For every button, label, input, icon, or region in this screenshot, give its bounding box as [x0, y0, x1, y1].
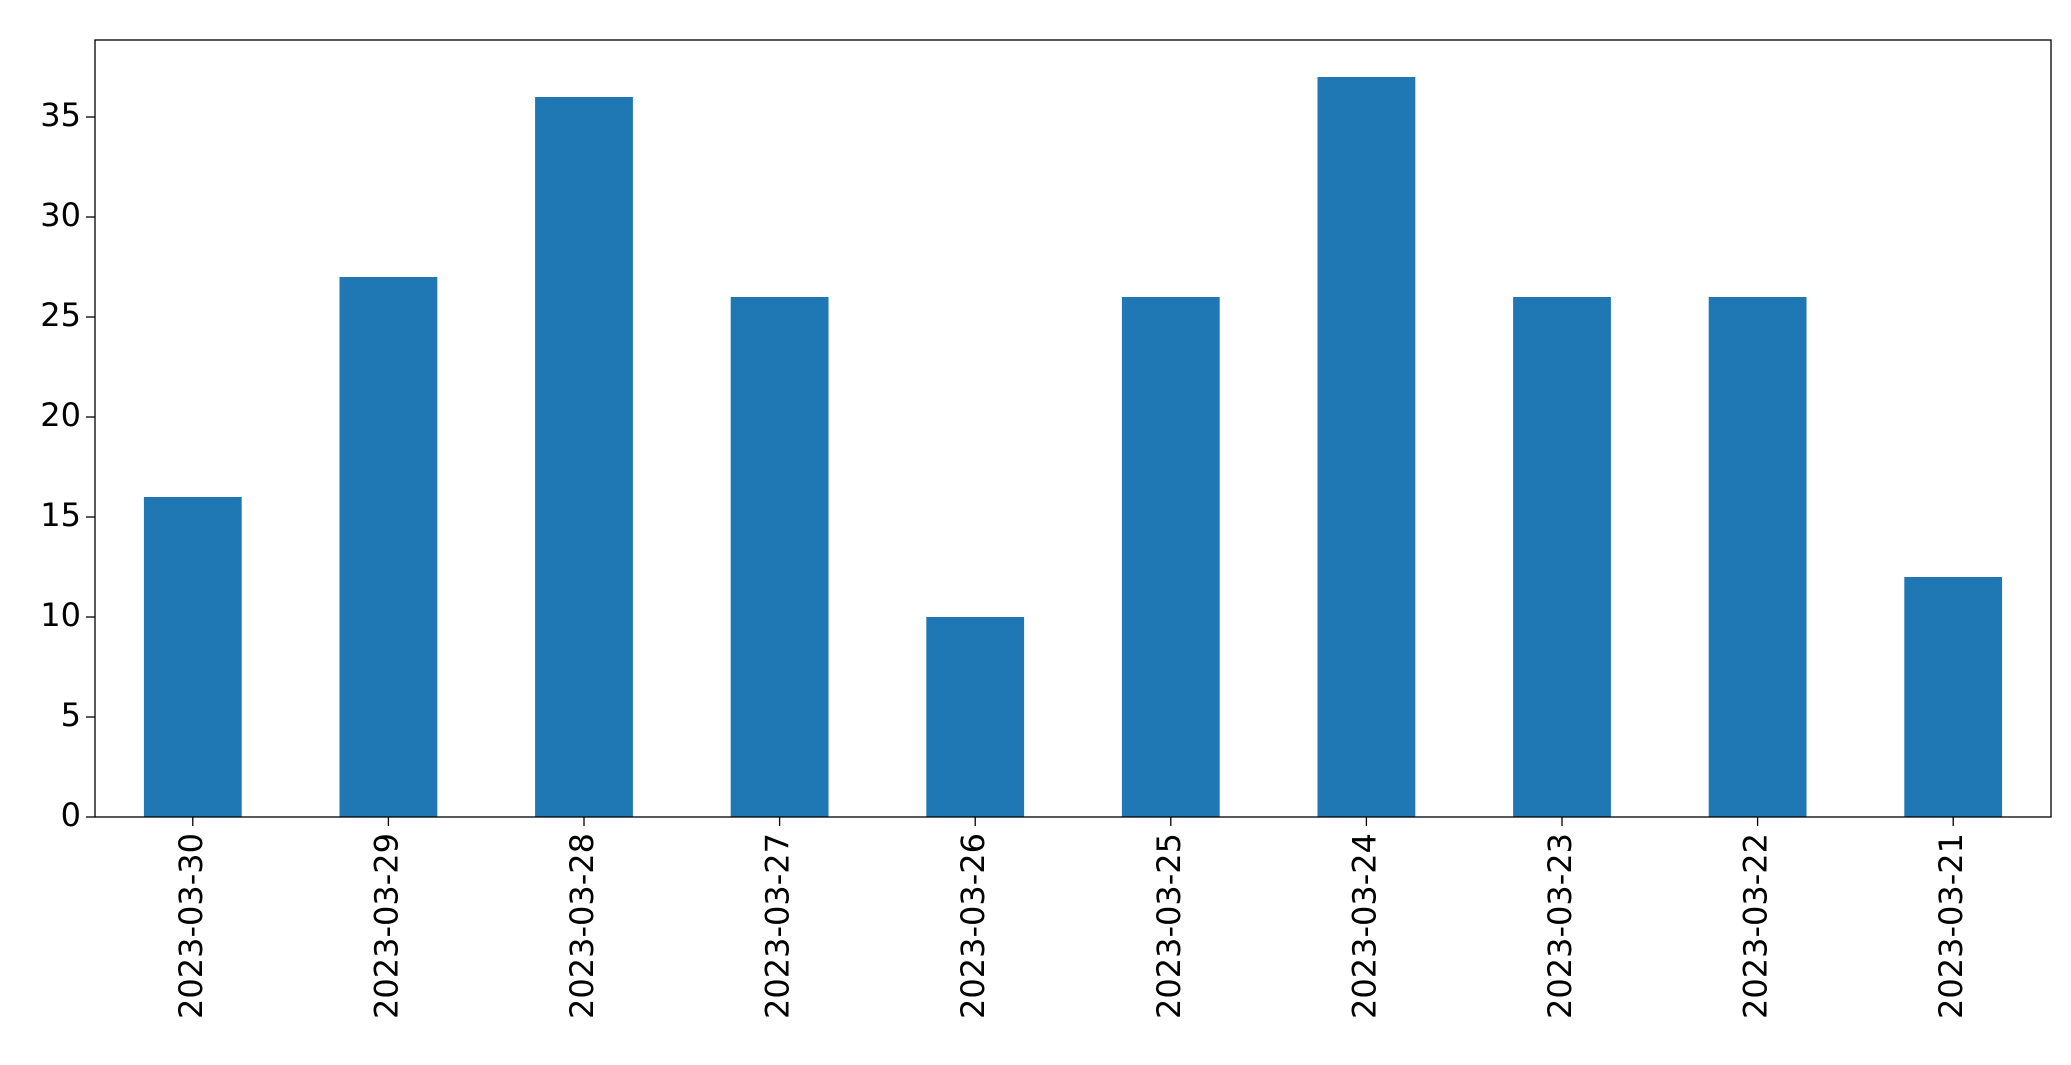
bar [535, 97, 633, 817]
bar [730, 297, 829, 817]
x-tick-label: 2023-03-29 [367, 833, 405, 1019]
plot-frame [94, 39, 2052, 818]
y-tick-label: 30 [40, 196, 81, 234]
x-tick-label: 2023-03-25 [1150, 833, 1188, 1019]
y-tick-label: 35 [40, 96, 81, 134]
y-tick-label: 0 [61, 796, 81, 834]
x-tick-label: 2023-03-21 [1932, 833, 1970, 1019]
x-tick-label: 2023-03-23 [1541, 833, 1579, 1019]
x-tick-label: 2023-03-30 [172, 833, 210, 1019]
x-tick-label: 2023-03-26 [954, 833, 992, 1019]
y-tick-label: 15 [40, 496, 81, 534]
x-tick-label: 2023-03-28 [563, 833, 601, 1019]
bar [1513, 297, 1611, 817]
x-tick-label: 2023-03-27 [759, 833, 797, 1019]
bar [1317, 77, 1416, 817]
bar [143, 497, 242, 817]
x-tick-label: 2023-03-22 [1737, 833, 1775, 1019]
y-tick-label: 5 [61, 696, 81, 734]
y-tick-label: 25 [40, 296, 81, 334]
bar [926, 617, 1025, 817]
x-tick-label: 2023-03-24 [1345, 833, 1383, 1019]
bar [1121, 297, 1220, 817]
bar [339, 277, 438, 817]
bar [1904, 577, 2003, 817]
bar [1708, 297, 1807, 817]
y-tick-label: 20 [40, 396, 81, 434]
y-tick-label: 10 [40, 596, 81, 634]
